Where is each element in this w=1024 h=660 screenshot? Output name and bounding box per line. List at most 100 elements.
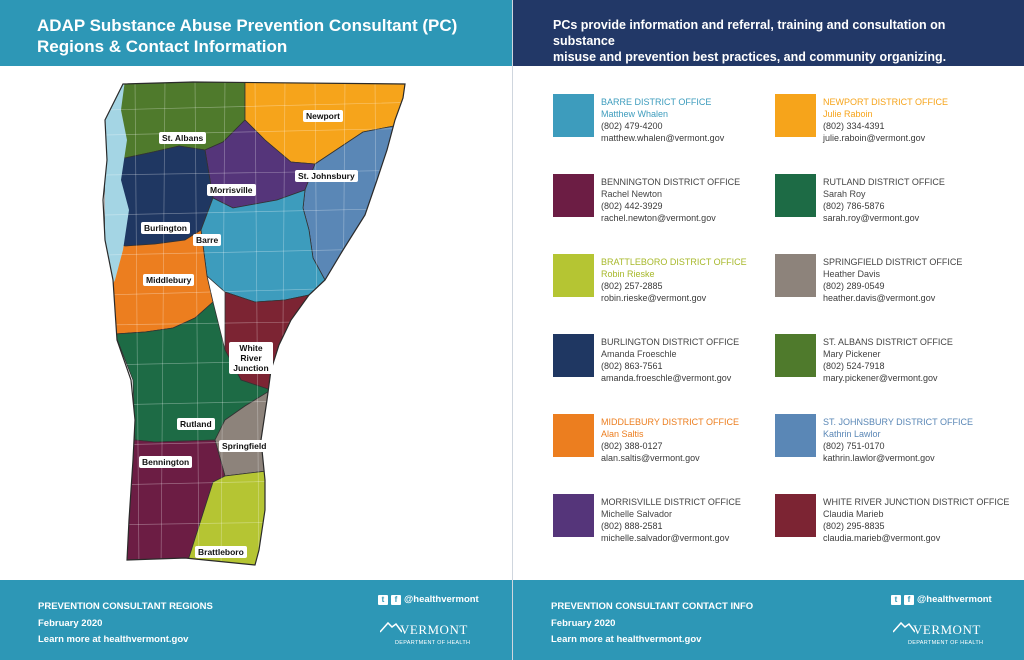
- label-brattleboro: Brattleboro: [195, 546, 247, 558]
- region-barre: [200, 189, 326, 303]
- title-line-1: ADAP Substance Abuse Prevention Consulta…: [37, 16, 458, 35]
- phone-number[interactable]: (802) 295-8835: [823, 521, 885, 531]
- email-address[interactable]: kathrin.lawlor@vermont.gov: [823, 453, 935, 463]
- label-st-johnsbury: St. Johnsbury: [295, 170, 358, 182]
- contact-card: BENNINGTON DISTRICT OFFICE Rachel Newton (…: [553, 170, 773, 223]
- contact-card: MIDDLEBURY DISTRICT OFFICE Alan Saltis (80…: [553, 410, 773, 463]
- contact-details: BURLINGTON DISTRICT OFFICE Amanda Froesch…: [601, 336, 739, 384]
- region-color-swatch: [553, 494, 594, 537]
- phone-number[interactable]: (802) 524-7918: [823, 361, 885, 371]
- contact-card: BRATTLEBORO DISTRICT OFFICE Robin Rieske (…: [553, 250, 773, 303]
- phone-number[interactable]: (802) 257-2885: [601, 281, 663, 291]
- consultant-name: Mary Pickener: [823, 349, 881, 359]
- label-morrisville: Morrisville: [207, 184, 256, 196]
- consultant-name: Amanda Froeschle: [601, 349, 677, 359]
- page-title: ADAP Substance Abuse Prevention Consulta…: [37, 15, 477, 57]
- vermont-regions-map: St. Albans Newport Morrisville St. Johns…: [95, 80, 425, 570]
- email-address[interactable]: matthew.whalen@vermont.gov: [601, 133, 725, 143]
- region-color-swatch: [553, 414, 594, 457]
- consultant-name: Julie Raboin: [823, 109, 873, 119]
- email-address[interactable]: michelle.salvador@vermont.gov: [601, 533, 730, 543]
- phone-number[interactable]: (802) 786-5876: [823, 201, 885, 211]
- contact-details: WHITE RIVER JUNCTION DISTRICT OFFICE Clau…: [823, 496, 1009, 544]
- social-handle-text: @healthvermont: [917, 594, 992, 605]
- footer-link[interactable]: Learn more at healthvermont.gov: [551, 634, 702, 645]
- contact-grid: BARRE DISTRICT OFFICE Matthew Whalen (802)…: [553, 90, 1013, 560]
- twitter-icon: t: [891, 594, 901, 605]
- region-color-swatch: [775, 494, 816, 537]
- office-name: BURLINGTON DISTRICT OFFICE: [601, 337, 740, 347]
- twitter-icon: t: [378, 594, 388, 605]
- contact-page: PCs provide information and referral, tr…: [512, 0, 1024, 660]
- email-address[interactable]: heather.davis@vermont.gov: [823, 293, 936, 303]
- region-color-swatch: [553, 174, 594, 217]
- title-line-2: Regions & Contact Information: [37, 37, 288, 56]
- consultant-name: Alan Saltis: [601, 429, 644, 439]
- region-color-swatch: [553, 334, 594, 377]
- label-springfield: Springfield: [219, 440, 270, 452]
- office-name: NEWPORT DISTRICT OFFICE: [823, 97, 949, 107]
- office-name: MORRISVILLE DISTRICT OFFICE: [601, 497, 741, 507]
- contact-details: ST. JOHNSBURY DISTRICT OFFICE Kathrin Law…: [823, 416, 973, 464]
- office-name: WHITE RIVER JUNCTION DISTRICT OFFICE: [823, 497, 1010, 507]
- contact-details: ST. ALBANS DISTRICT OFFICE Mary Pickener (…: [823, 336, 953, 384]
- contact-page-header: PCs provide information and referral, tr…: [513, 0, 1024, 66]
- region-color-swatch: [775, 334, 816, 377]
- contact-card: NEWPORT DISTRICT OFFICE Julie Raboin (802)…: [775, 90, 995, 143]
- label-middlebury: Middlebury: [143, 274, 195, 286]
- footer-link[interactable]: Learn more at healthvermont.gov: [38, 634, 189, 645]
- facebook-icon: f: [904, 594, 914, 605]
- consultant-name: Sarah Roy: [823, 189, 866, 199]
- phone-number[interactable]: (802) 751-0170: [823, 441, 885, 451]
- footer-heading: PREVENTION CONSULTANT REGIONS: [38, 601, 213, 612]
- map-page-header: ADAP Substance Abuse Prevention Consulta…: [0, 0, 512, 66]
- email-address[interactable]: julie.raboin@vermont.gov: [823, 133, 926, 143]
- email-address[interactable]: robin.rieske@vermont.gov: [601, 293, 707, 303]
- consultant-name: Matthew Whalen: [601, 109, 669, 119]
- region-color-swatch: [553, 94, 594, 137]
- consultant-name: Robin Rieske: [601, 269, 655, 279]
- intro-text: PCs provide information and referral, tr…: [553, 17, 993, 65]
- office-name: RUTLAND DISTRICT OFFICE: [823, 177, 945, 187]
- mountain-icon: [893, 621, 915, 633]
- vermont-health-logo: VERMONT DEPARTMENT OF HEALTH: [893, 618, 993, 654]
- footer-date: February 2020: [38, 618, 103, 629]
- consultant-name: Michelle Salvador: [601, 509, 673, 519]
- region-color-swatch: [775, 174, 816, 217]
- email-address[interactable]: claudia.marieb@vermont.gov: [823, 533, 941, 543]
- social-handle-text: @healthvermont: [404, 594, 479, 605]
- label-burlington: Burlington: [141, 222, 190, 234]
- contact-page-footer: PREVENTION CONSULTANT CONTACT INFO Febru…: [513, 580, 1024, 660]
- logo-subtitle: DEPARTMENT OF HEALTH: [908, 640, 984, 646]
- contact-details: BRATTLEBORO DISTRICT OFFICE Robin Rieske (…: [601, 256, 747, 304]
- map-page-footer: PREVENTION CONSULTANT REGIONS February 2…: [0, 580, 512, 660]
- lake-champlain: [105, 82, 129, 300]
- contact-details: MORRISVILLE DISTRICT OFFICE Michelle Salv…: [601, 496, 741, 544]
- phone-number[interactable]: (802) 863-7561: [601, 361, 663, 371]
- phone-number[interactable]: (802) 888-2581: [601, 521, 663, 531]
- contact-card: MORRISVILLE DISTRICT OFFICE Michelle Salv…: [553, 490, 773, 543]
- phone-number[interactable]: (802) 334-4391: [823, 121, 885, 131]
- social-handle[interactable]: t f @healthvermont: [378, 594, 479, 605]
- email-address[interactable]: amanda.froeschle@vermont.gov: [601, 373, 732, 383]
- region-color-swatch: [775, 254, 816, 297]
- email-address[interactable]: sarah.roy@vermont.gov: [823, 213, 920, 223]
- phone-number[interactable]: (802) 442-3929: [601, 201, 663, 211]
- office-name: BRATTLEBORO DISTRICT OFFICE: [601, 257, 747, 267]
- contact-details: BENNINGTON DISTRICT OFFICE Rachel Newton (…: [601, 176, 740, 224]
- logo-name: VERMONT: [913, 622, 981, 637]
- social-handle[interactable]: t f @healthvermont: [891, 594, 992, 605]
- logo-subtitle: DEPARTMENT OF HEALTH: [395, 640, 471, 646]
- email-address[interactable]: rachel.newton@vermont.gov: [601, 213, 716, 223]
- email-address[interactable]: alan.saltis@vermont.gov: [601, 453, 700, 463]
- email-address[interactable]: mary.pickener@vermont.gov: [823, 373, 938, 383]
- phone-number[interactable]: (802) 479-4200: [601, 121, 663, 131]
- contact-card: SPRINGFIELD DISTRICT OFFICE Heather Davis…: [775, 250, 995, 303]
- label-white-river-junction: White River Junction: [229, 342, 273, 374]
- intro-line-2: misuse and prevention best practices, an…: [553, 50, 947, 64]
- contact-details: BARRE DISTRICT OFFICE Matthew Whalen (802)…: [601, 96, 724, 144]
- phone-number[interactable]: (802) 289-0549: [823, 281, 885, 291]
- contact-card: RUTLAND DISTRICT OFFICE Sarah Roy (802) 78…: [775, 170, 995, 223]
- contact-card: ST. JOHNSBURY DISTRICT OFFICE Kathrin Law…: [775, 410, 995, 463]
- phone-number[interactable]: (802) 388-0127: [601, 441, 663, 451]
